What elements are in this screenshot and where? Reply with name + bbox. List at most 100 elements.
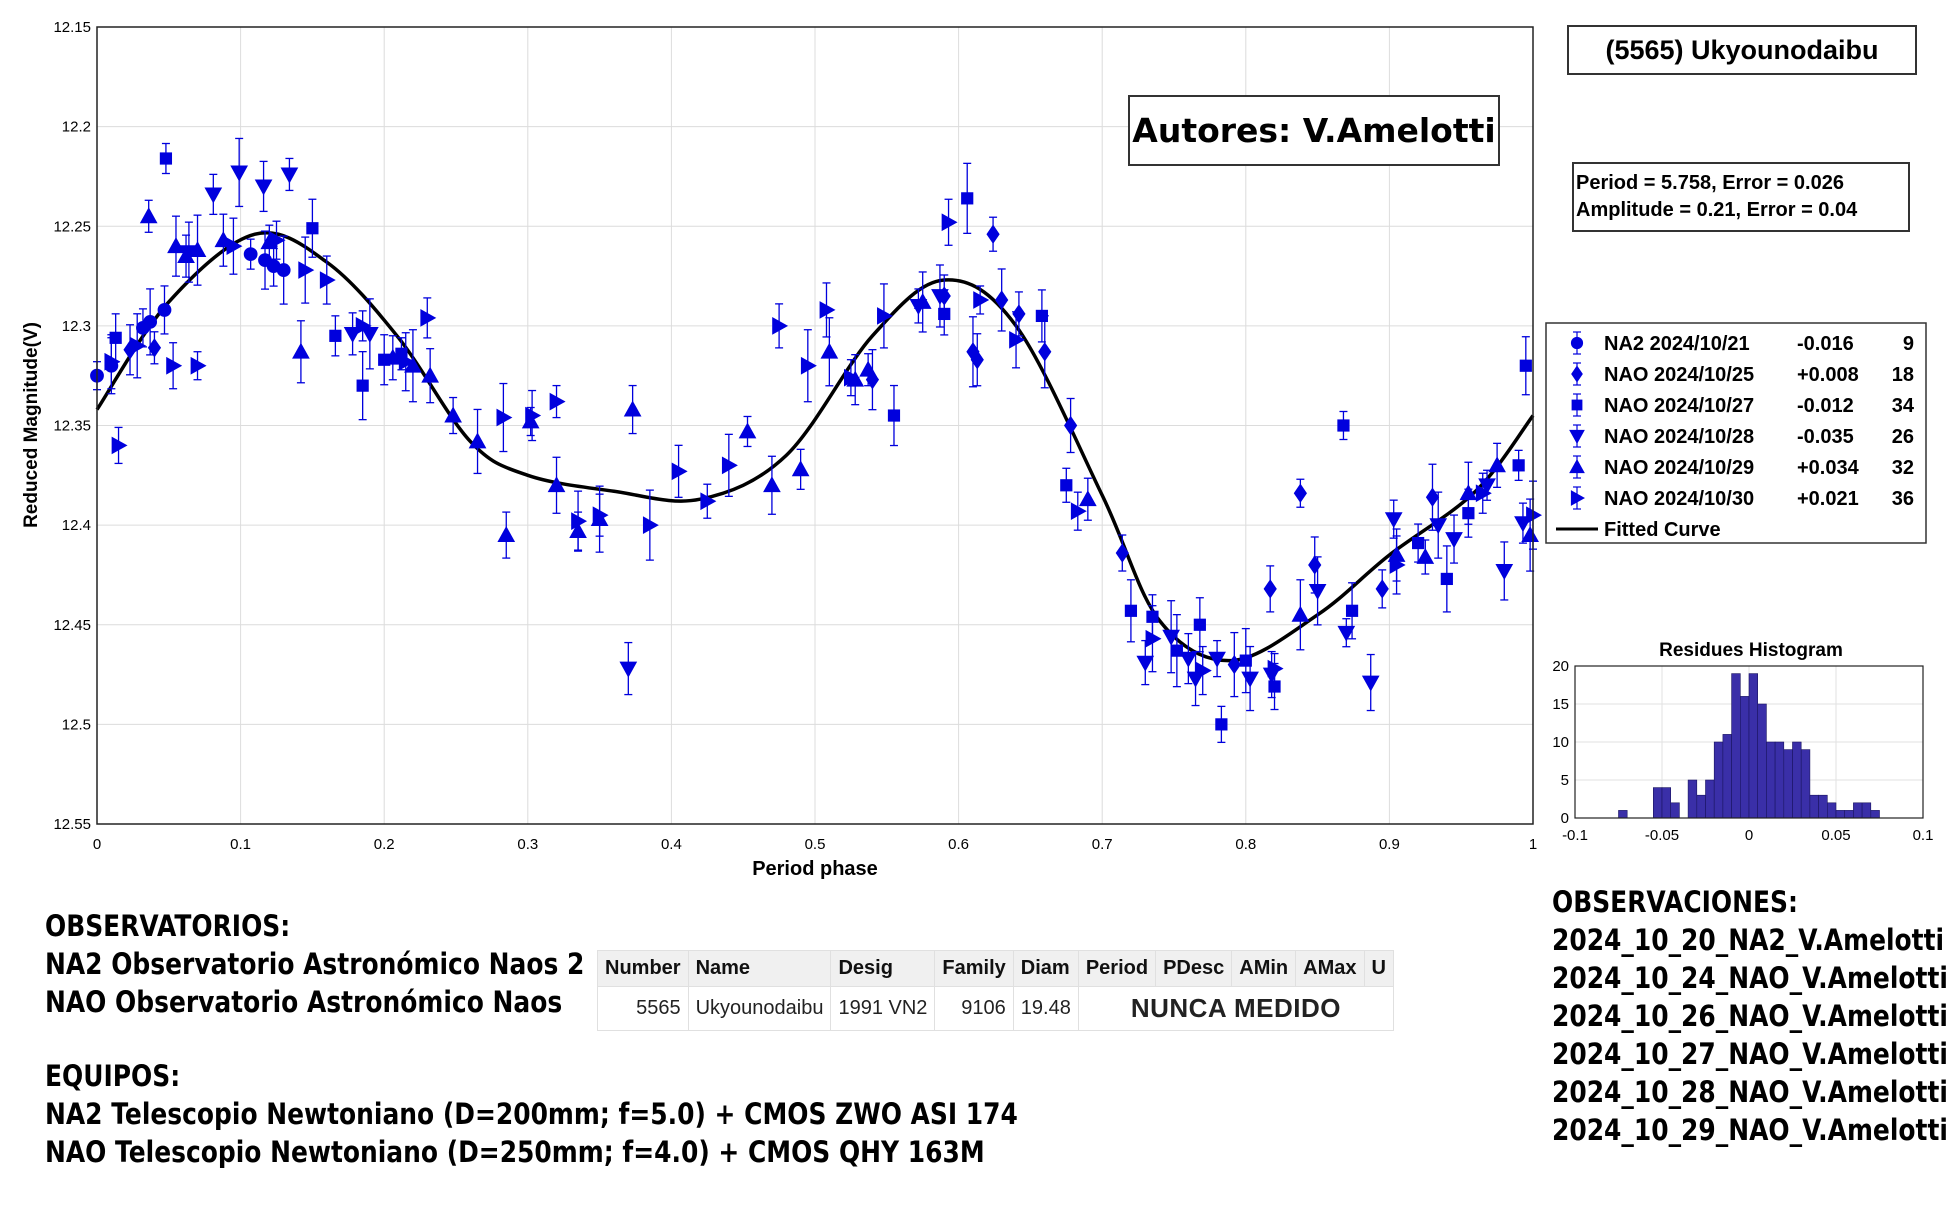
data-point-triangle-right xyxy=(398,352,415,371)
data-point-diamond xyxy=(1293,483,1307,503)
data-point-triangle-down xyxy=(280,167,299,184)
hist-bar xyxy=(1740,696,1750,819)
data-point-triangle-up xyxy=(1291,605,1310,622)
data-point-square xyxy=(1170,644,1183,657)
cell-desig: 1991 VN2 xyxy=(830,986,936,1031)
cell-diam: 19.48 xyxy=(1012,986,1079,1031)
data-point-triangle-right xyxy=(772,317,789,335)
cell-number: 5565 xyxy=(597,986,689,1031)
hist-x-tick: 0.1 xyxy=(1913,827,1934,844)
data-point-square xyxy=(1337,419,1350,432)
data-point-square xyxy=(1193,618,1206,631)
legend-count: 34 xyxy=(1892,395,1915,417)
hist-x-tick: 0.05 xyxy=(1821,827,1850,844)
data-point-triangle-right xyxy=(1475,484,1492,503)
x-tick-label: 0.6 xyxy=(948,836,969,853)
data-point-triangle-right xyxy=(166,356,183,375)
y-axis-label: Reduced Magnitude(V) xyxy=(21,322,42,528)
data-points xyxy=(90,137,1543,744)
data-point-square xyxy=(356,379,369,392)
data-point-triangle-down xyxy=(1162,629,1180,646)
hist-x-tick: -0.1 xyxy=(1562,827,1588,844)
hist-bar xyxy=(1870,810,1880,819)
data-point-triangle-right xyxy=(104,352,121,371)
y-tick-label: 12.2 xyxy=(62,119,91,136)
data-point-triangle-down xyxy=(1445,532,1463,549)
data-point-triangle-right xyxy=(130,336,147,355)
x-axis-label: Period phase xyxy=(752,858,878,880)
observatory-line: NA2 Observatorio Astronómico Naos 2 xyxy=(45,947,585,981)
data-point-triangle-right xyxy=(355,317,372,335)
data-point-triangle-up xyxy=(444,406,462,423)
main-axes: 0 0.1 0.2 0.3 0.4 0.5 0.6 0.7 0.8 0.9 1 12.15 12.2 12… xyxy=(53,19,1537,853)
data-point-triangle-up xyxy=(167,237,185,254)
data-point-square xyxy=(329,329,342,342)
data-point-square xyxy=(306,222,319,235)
data-point-triangle-right xyxy=(592,506,609,525)
x-tick-label: 0.2 xyxy=(374,836,395,853)
data-point-triangle-up xyxy=(547,476,566,493)
col-u: U xyxy=(1363,950,1394,987)
data-point-diamond xyxy=(1115,543,1129,563)
legend-label: NA2 2024/10/21 xyxy=(1604,333,1750,355)
hist-y-tick: 15 xyxy=(1552,696,1569,713)
data-point-triangle-right xyxy=(571,512,588,530)
data-point-triangle-right xyxy=(1526,506,1543,525)
equipment-heading: EQUIPOS: xyxy=(45,1059,181,1093)
data-point-triangle-right xyxy=(1389,556,1406,574)
data-point-triangle-right xyxy=(721,456,738,475)
hist-bar xyxy=(1618,810,1628,819)
data-point-triangle-down xyxy=(1208,651,1226,668)
hist-bar xyxy=(1827,802,1837,819)
data-point-square xyxy=(109,331,122,344)
legend-marker-diamond xyxy=(1571,365,1583,383)
hist-bar xyxy=(1800,749,1811,819)
hist-bar xyxy=(1757,703,1767,819)
legend-marker-triangle-up xyxy=(1569,458,1585,474)
observatory-line: NAO Observatorio Astronómico Naos xyxy=(45,985,563,1019)
hist-y-tick: 0 xyxy=(1561,810,1569,827)
observation-line: 2024_10_27_NAO_V.Amelotti xyxy=(1552,1037,1948,1071)
x-tick-label: 0 xyxy=(93,836,101,853)
x-tick-label: 1 xyxy=(1529,836,1537,853)
hist-bar xyxy=(1783,749,1793,819)
data-point-square xyxy=(1412,536,1425,550)
data-point-diamond xyxy=(995,290,1009,310)
cell-name: Ukyounodaibu xyxy=(687,986,832,1031)
observations-heading: OBSERVACIONES: xyxy=(1552,885,1798,919)
data-point-triangle-right xyxy=(877,307,893,325)
legend-offset: +0.008 xyxy=(1797,364,1859,386)
data-point-triangle-down xyxy=(1179,651,1198,668)
observation-line: 2024_10_20_NA2_V.Amelotti xyxy=(1552,923,1945,957)
x-tick-label: 0.3 xyxy=(517,836,538,853)
legend-label: NAO 2024/10/30 xyxy=(1604,488,1754,510)
data-point-triangle-down xyxy=(1429,518,1448,535)
legend-marker-triangle-right xyxy=(1570,490,1586,506)
hist-x-tick: -0.05 xyxy=(1645,827,1679,844)
hist-bar xyxy=(1835,810,1845,819)
hist-y-tick: 10 xyxy=(1552,734,1569,751)
data-point-square xyxy=(1519,359,1532,372)
equipment-line: NAO Telescopio Newtoniano (D=250mm; f=4.… xyxy=(45,1135,985,1169)
data-point-triangle-right xyxy=(226,237,243,256)
data-point-triangle-down xyxy=(1136,655,1155,672)
x-tick-label: 0.4 xyxy=(661,836,682,853)
col-family: Family xyxy=(934,950,1014,987)
legend-label: NAO 2024/10/27 xyxy=(1604,395,1754,417)
hist-bar xyxy=(1713,741,1724,819)
col-amin: AMin xyxy=(1231,950,1297,987)
data-point-triangle-right xyxy=(844,368,860,387)
legend-count: 9 xyxy=(1903,333,1914,355)
data-point-triangle-up xyxy=(1078,490,1097,507)
observation-line: 2024_10_24_NAO_V.Amelotti xyxy=(1552,961,1948,995)
data-point-diamond xyxy=(970,350,984,370)
legend-marker-square xyxy=(1571,399,1583,411)
hist-bar xyxy=(1696,794,1706,819)
legend-count: 32 xyxy=(1892,457,1914,479)
data-point-triangle-right xyxy=(269,231,286,250)
data-point-diamond xyxy=(1012,304,1026,324)
y-tick-label: 12.15 xyxy=(53,19,91,36)
y-tick-label: 12.55 xyxy=(53,816,91,833)
asteroid-title-box: (5565) Ukyounodaibu xyxy=(1567,25,1917,75)
